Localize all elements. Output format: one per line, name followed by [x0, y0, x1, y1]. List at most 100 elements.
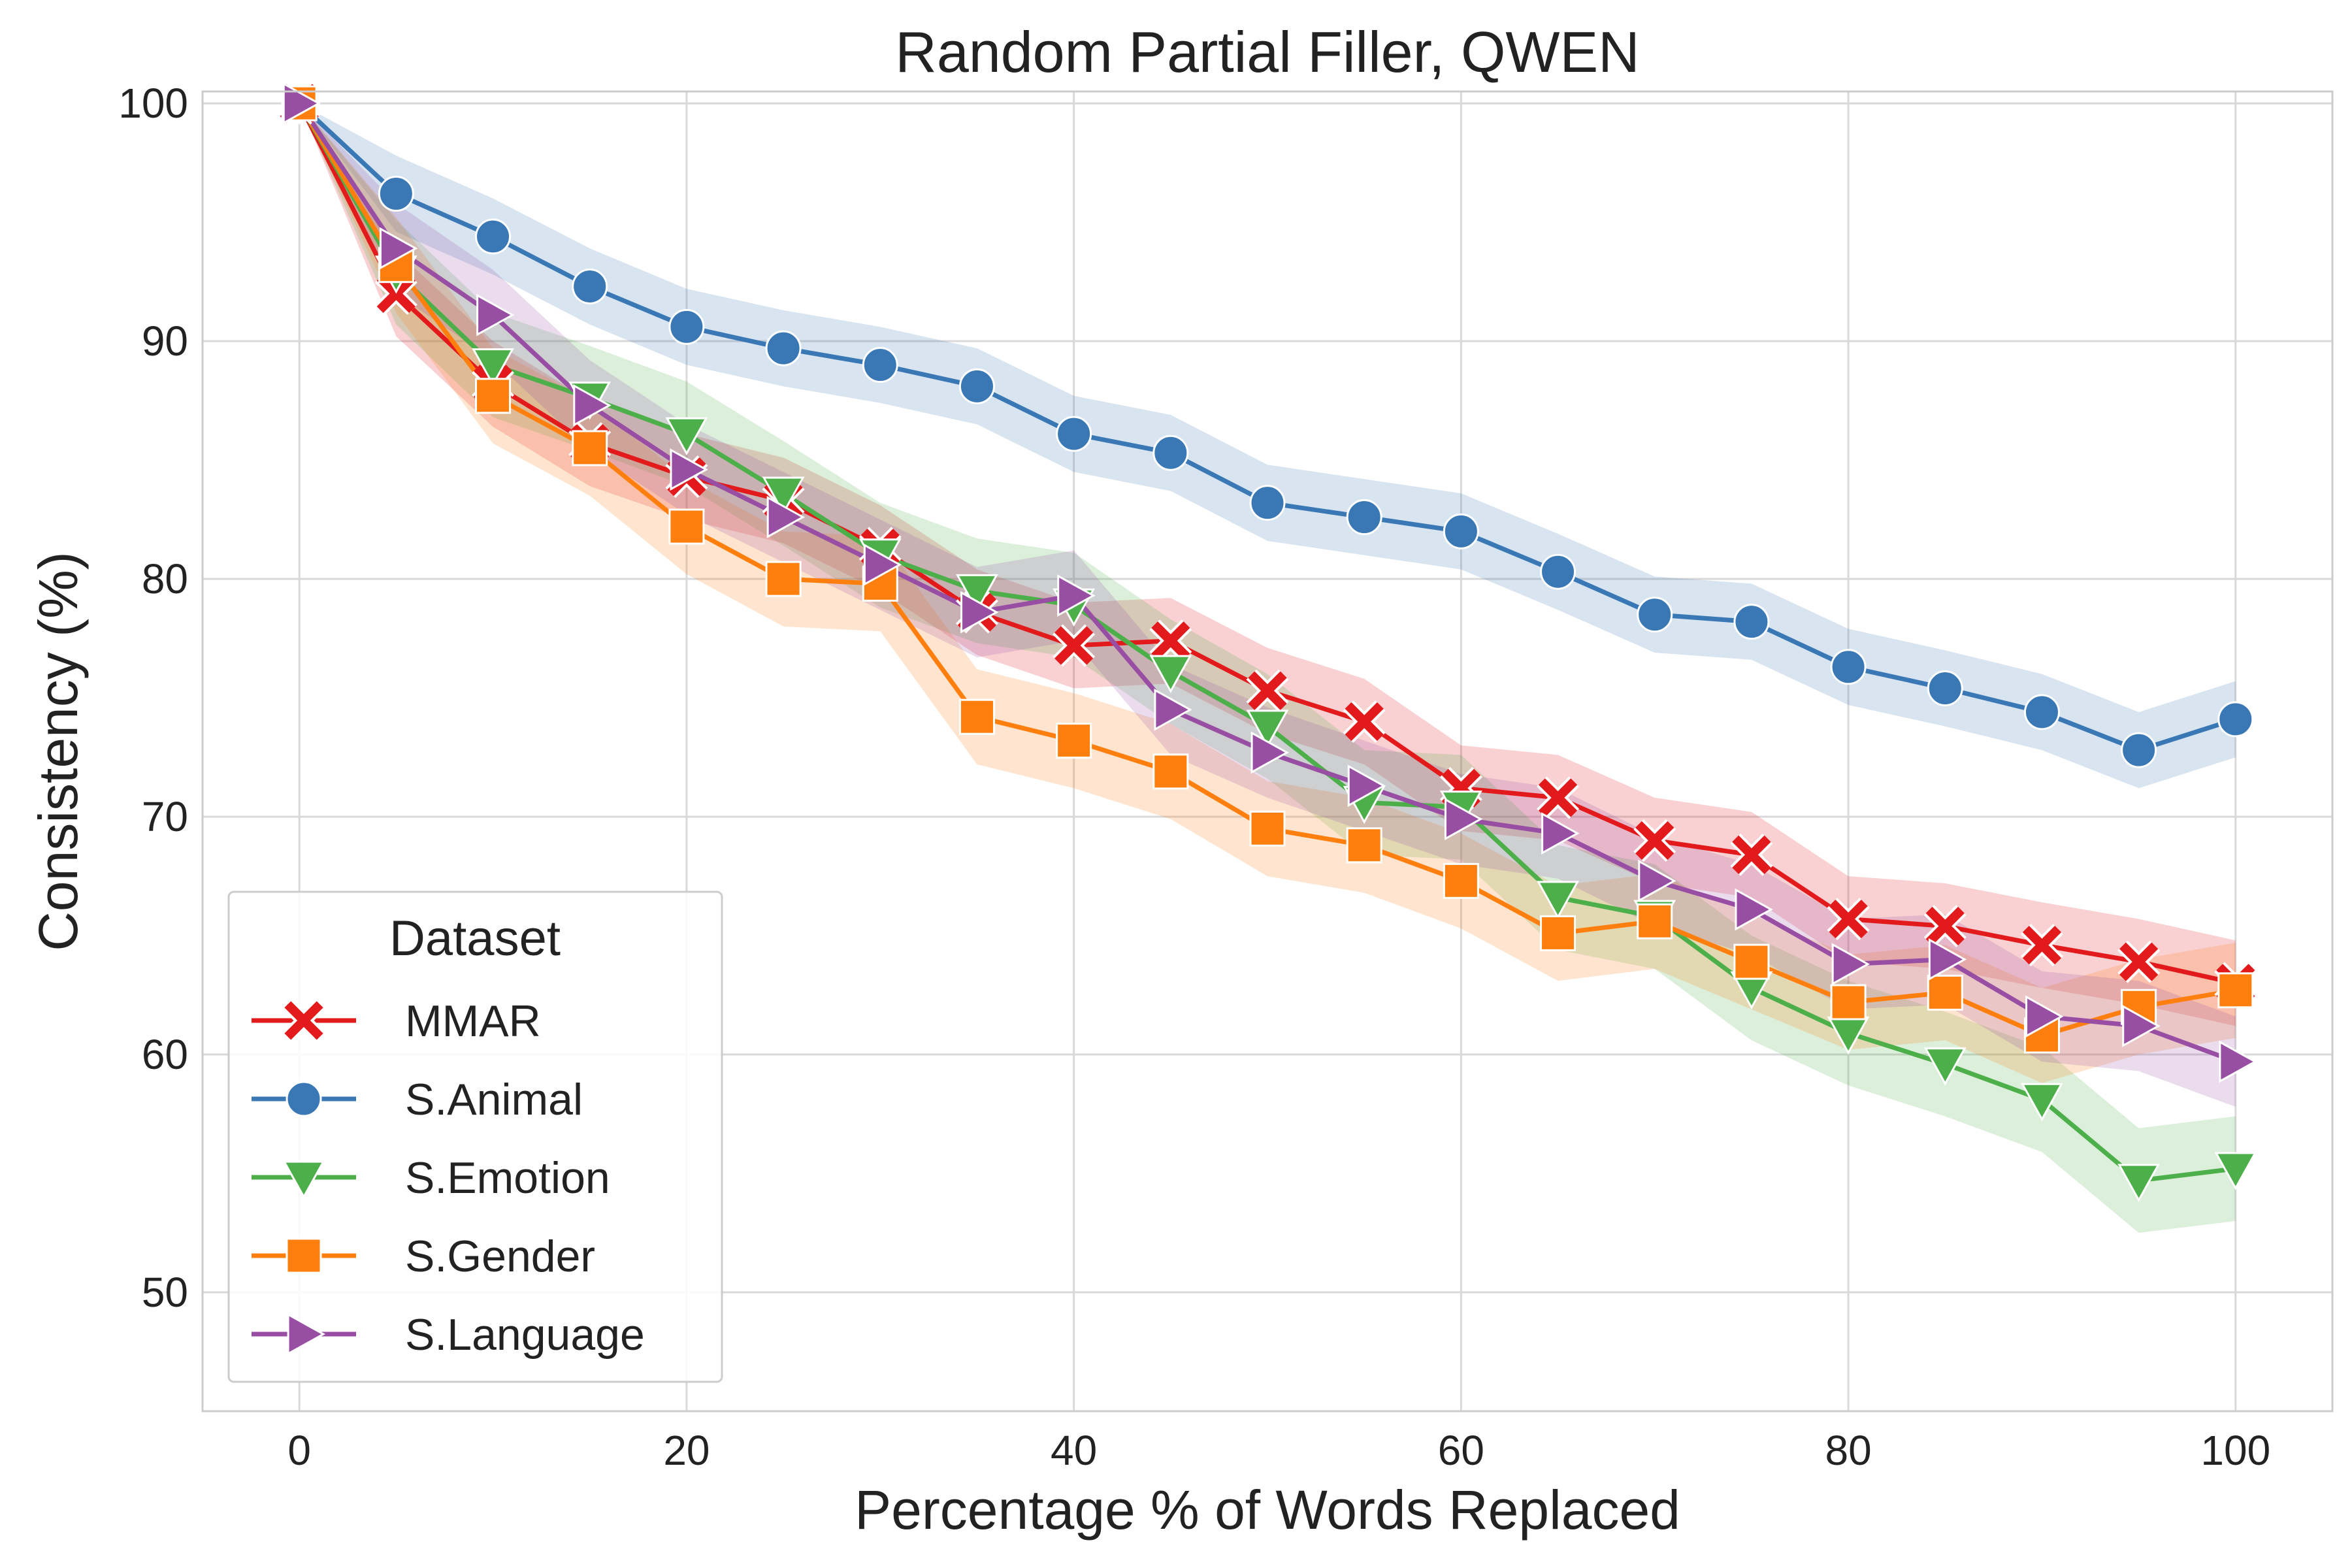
s-language-points — [282, 82, 2257, 1083]
mmar-confidence-band — [299, 103, 2236, 1026]
tick-labels: 0 20 40 60 80 100 50 60 70 80 90 100 — [118, 80, 2270, 1474]
s-language-point — [1541, 812, 1580, 855]
s-gender-point — [1346, 827, 1382, 864]
s-language-point — [1347, 764, 1386, 808]
x-axis-label: Percentage % of Words Replaced — [855, 1479, 1680, 1541]
x-tick-label: 40 — [1051, 1427, 1097, 1474]
s-animal-point — [1733, 604, 1770, 640]
legend-item-s-language: S.Language — [252, 1310, 645, 1360]
x-tick-label: 80 — [1825, 1427, 1871, 1474]
mmar-point — [2020, 924, 2063, 967]
x-tick-label: 0 — [287, 1427, 311, 1474]
s-gender-point — [1733, 943, 1770, 980]
s-animal-point — [2023, 694, 2060, 730]
mmar-point — [1053, 624, 1096, 667]
plot-frame — [201, 90, 2334, 1413]
s-language-point — [2219, 1040, 2257, 1083]
mmar-point — [1730, 833, 1773, 876]
s-animal-point — [1637, 596, 1673, 633]
s-animal-point — [475, 218, 512, 255]
s-emotion-point — [2214, 1152, 2257, 1190]
s-animal-point — [572, 268, 608, 304]
s-animal-point — [1249, 485, 1286, 521]
s-gender-point — [2217, 972, 2254, 1009]
legend-title: Dataset — [389, 911, 561, 966]
s-emotion-point — [2117, 1164, 2161, 1202]
mmar-point — [1923, 905, 1967, 947]
s-language-point — [1831, 943, 1870, 986]
s-animal-point — [1540, 553, 1576, 590]
s-animal-point — [862, 347, 898, 384]
mmar-point — [1149, 619, 1192, 662]
s-gender-point — [1152, 753, 1189, 790]
s-gender-point — [1540, 915, 1576, 951]
s-animal-point — [1830, 649, 1867, 685]
s-gender-point — [765, 561, 802, 597]
s-emotion-point — [2021, 1083, 2063, 1122]
s-language-point — [1444, 798, 1483, 841]
s-gender-point — [475, 378, 512, 414]
legend-swatch-marker — [286, 1081, 322, 1117]
s-gender-point — [1637, 903, 1673, 939]
s-animal-point — [2217, 701, 2254, 738]
s-gender-point — [1443, 862, 1479, 899]
y-tick-label: 60 — [142, 1031, 188, 1078]
s-emotion-point — [1149, 655, 1192, 694]
y-tick-label: 80 — [142, 555, 188, 602]
s-gender-point — [1056, 723, 1092, 759]
s-language-point — [670, 448, 708, 491]
mmar-point — [1246, 669, 1289, 712]
x-tick-label: 20 — [663, 1427, 710, 1474]
x-tick-label: 100 — [2200, 1427, 2270, 1474]
mmar-point — [1537, 776, 1580, 819]
legend-swatch-marker — [282, 1160, 325, 1199]
mmar-point — [1827, 898, 1870, 941]
s-emotion-point — [665, 417, 708, 456]
s-animal-point — [1346, 498, 1382, 535]
legend-swatch-marker — [282, 999, 325, 1042]
y-tick-label: 70 — [142, 793, 188, 840]
s-language-point — [863, 543, 902, 586]
y-axis-label: Consistency (%) — [27, 551, 89, 951]
y-tick-label: 50 — [142, 1269, 188, 1316]
s-language-point — [1154, 688, 1192, 731]
legend: Dataset MMAR S.Animal S.Emotion S.Gender S.L… — [227, 890, 723, 1383]
series-markers — [278, 82, 2257, 1202]
mmar-point — [2117, 940, 2161, 983]
mmar-point — [1343, 700, 1386, 743]
legend-label: S.Language — [405, 1310, 645, 1360]
legend-item-s-emotion: S.Emotion — [252, 1153, 610, 1203]
s-animal-point — [958, 368, 995, 404]
s-animal-point — [1152, 434, 1189, 471]
legend-item-s-gender: S.Gender — [252, 1232, 595, 1281]
s-gender-point — [668, 508, 705, 545]
s-language-point — [2122, 1004, 2161, 1047]
s-language-point — [766, 496, 806, 538]
s-animal-point — [1443, 513, 1479, 549]
s-language-point — [1057, 574, 1096, 617]
legend-item-mmar: MMAR — [252, 996, 541, 1046]
s-emotion-point — [762, 476, 805, 515]
s-emotion-point — [472, 348, 514, 387]
s-gender-point — [1927, 974, 1963, 1011]
s-animal-point — [668, 308, 705, 345]
s-emotion-point — [956, 574, 998, 613]
s-language-point — [1638, 859, 1676, 902]
legend-items: MMAR S.Animal S.Emotion S.Gender S.Language — [252, 996, 645, 1360]
mmar-point — [1633, 819, 1676, 862]
s-animal-point — [1927, 670, 1963, 707]
s-language-point — [1928, 938, 1967, 981]
y-tick-label: 100 — [118, 80, 188, 127]
legend-box — [227, 890, 723, 1383]
s-animal-point — [1056, 416, 1092, 452]
s-animal-point — [378, 176, 414, 212]
s-gender-point — [572, 430, 608, 466]
s-gender-point — [1830, 984, 1867, 1021]
s-language-point — [282, 82, 321, 125]
legend-label: S.Emotion — [405, 1153, 610, 1203]
legend-item-s-animal: S.Animal — [252, 1075, 583, 1124]
s-animal-point — [765, 330, 802, 367]
s-gender-point — [1249, 810, 1286, 847]
s-language-point — [960, 591, 999, 634]
